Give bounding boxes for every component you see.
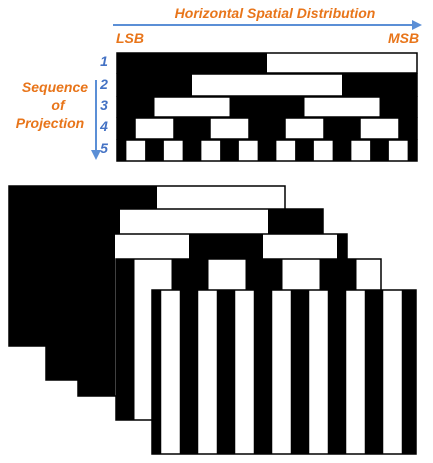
strip-row-3-stripe [379,97,417,117]
strip-row-3-stripe [267,97,305,117]
strip-row-5-stripe [379,140,389,161]
strip-row-4-stripe [117,118,136,139]
row-number-2: 2 [99,76,108,92]
lsb-label: LSB [116,30,144,46]
strip-row-2-border [116,73,418,97]
msb-label: MSB [388,30,419,46]
stripe [401,290,411,454]
row-number-4: 4 [99,118,108,134]
strip-row-1-stripe [117,53,267,73]
row-number-3: 3 [100,97,108,113]
strip-row-3-stripe [229,97,267,117]
strip-row-4-stripe [192,118,211,139]
strip-row-5-stripe [304,140,314,161]
stripe [263,290,273,454]
stripe [116,259,135,420]
row-number-1: 1 [100,53,108,69]
stripe [300,290,310,454]
stripe [78,234,115,396]
stacked-pattern-cards [8,185,417,455]
row-number-5: 5 [100,140,108,156]
stripe [374,290,384,454]
strip-row-5-stripe [192,140,202,161]
strip-row-3-border [116,96,418,118]
top-stripe-patterns [116,52,418,162]
strip-row-1-border [116,52,418,74]
sequence-label-line2: of [51,97,66,113]
strip-row-4-border [116,117,418,140]
strip-row-5-stripe [117,140,127,161]
strip-row-4-stripe [398,118,417,139]
strip-row-4-stripe [267,118,286,139]
strip-row-4-stripe [323,118,342,139]
strip-row-4-stripe [173,118,192,139]
strip-row-4-stripe [342,118,361,139]
stripe [152,290,162,454]
strip-row-5-stripe [257,140,267,161]
sequence-label-line3: Projection [16,115,84,131]
strip-row-3-stripe [117,97,155,117]
stripe [290,290,300,454]
pattern-card-5 [151,289,417,455]
strip-row-5-stripe [332,140,342,161]
strip-row-5-stripe [229,140,239,161]
strip-row-2-stripe [117,74,192,96]
strip-row-5-stripe [407,140,417,161]
strip-row-5-stripe [295,140,305,161]
sequence-label-line1: Sequence [22,79,88,95]
stripe [364,290,374,454]
strip-row-5-stripe [154,140,164,161]
strip-row-5-stripe [342,140,352,161]
stripe [226,290,236,454]
pattern-card-5-border [151,289,417,455]
strip-row-5-stripe [145,140,155,161]
strip-row-5-stripe [370,140,380,161]
strip-row-2-stripe [342,74,417,96]
stripe [337,290,347,454]
stripe [179,290,189,454]
axis-title: Horizontal Spatial Distribution [175,5,376,21]
strip-row-5-border [116,139,418,162]
stripe [189,290,199,454]
stripe [253,290,263,454]
strip-row-5-stripe [182,140,192,161]
stripe [327,290,337,454]
strip-row-4-stripe [248,118,267,139]
pattern-card-5-stripes [152,290,416,454]
stripe [216,290,226,454]
strip-row-5-stripe [267,140,277,161]
stripe [411,290,416,454]
strip-row-5-stripe [220,140,230,161]
